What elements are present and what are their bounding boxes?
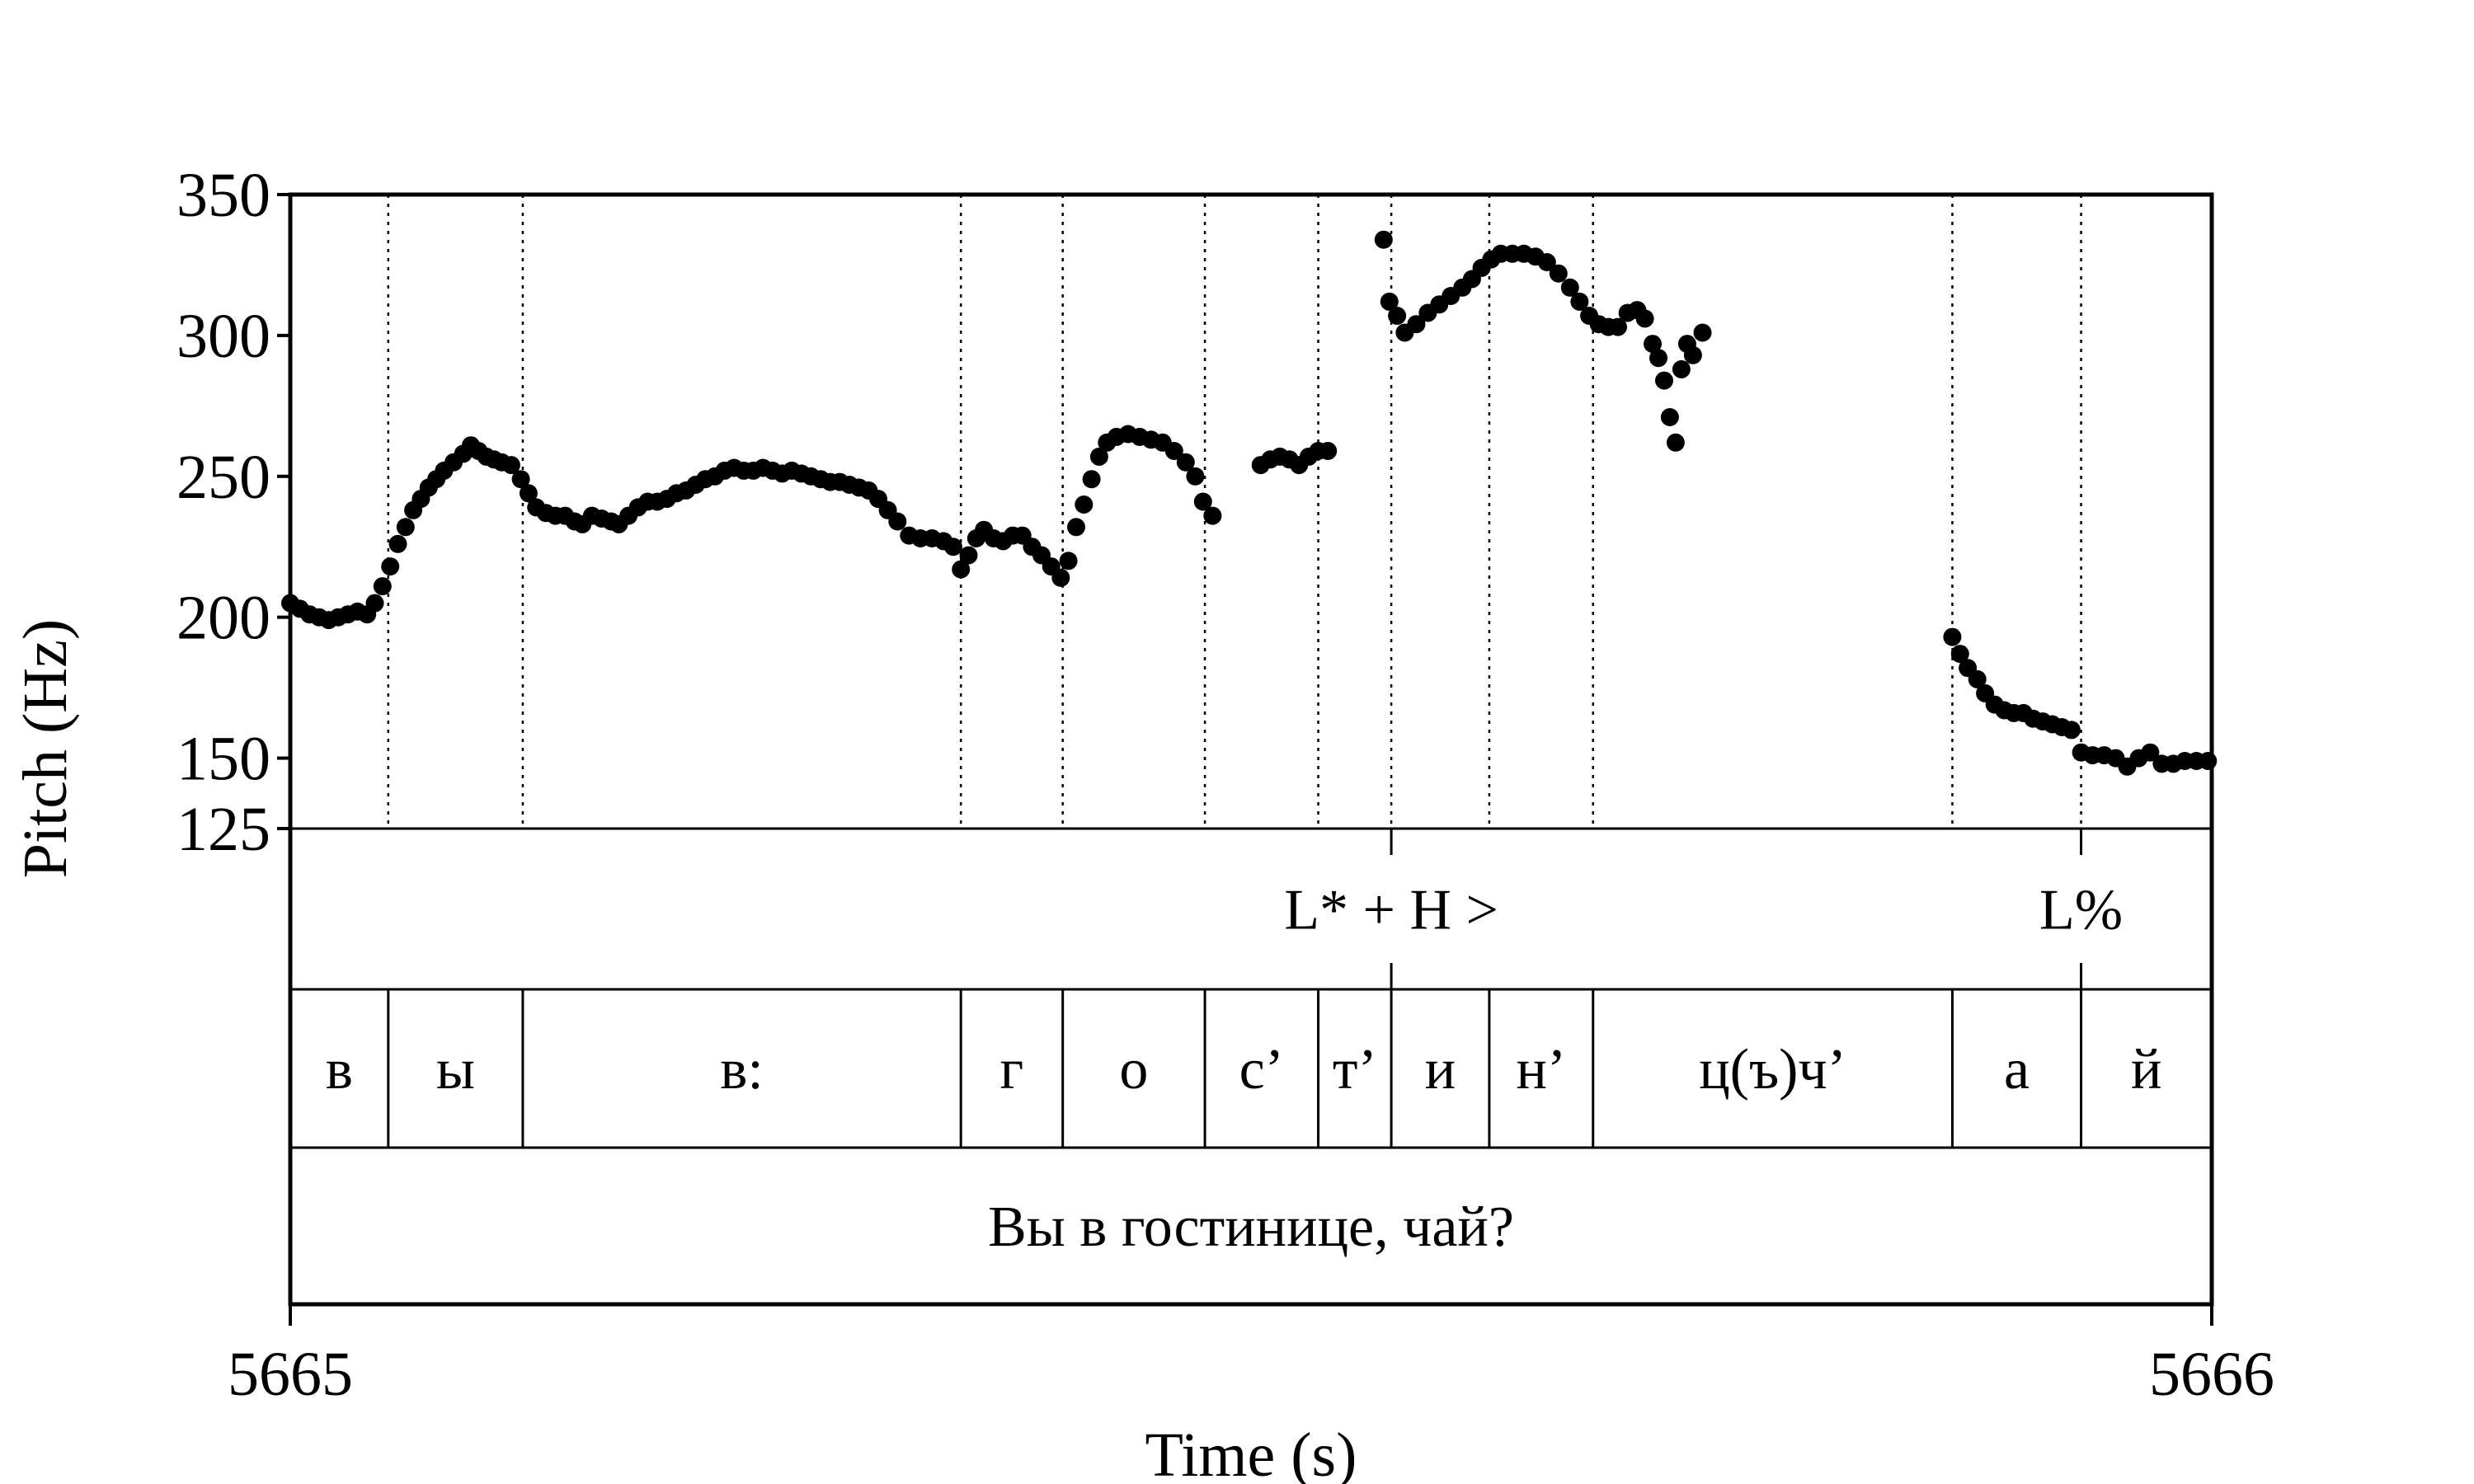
pitch-point [952, 560, 971, 579]
segment-label: и [1425, 1038, 1456, 1101]
segment-label: н’ [1516, 1038, 1566, 1101]
segment-label: о [1119, 1038, 1148, 1101]
pitch-point [519, 484, 538, 503]
pitch-point [1570, 292, 1589, 311]
pitch-point [1635, 309, 1654, 328]
segment-label: ы [436, 1038, 475, 1101]
tier-boundaries [387, 989, 2083, 1148]
pitch-point [1164, 442, 1183, 460]
x-axis-title: Time (s) [1145, 1421, 1357, 1484]
segment-label: г [1000, 1038, 1024, 1101]
pitch-point [2141, 743, 2160, 762]
pitch-point [1374, 230, 1393, 249]
segment-label: ц(ъ)ч’ [1699, 1038, 1846, 1101]
pitch-point [888, 512, 907, 531]
y-tick-label: 350 [176, 161, 270, 230]
y-tick-label: 150 [176, 725, 270, 794]
pitch-point [388, 534, 407, 553]
y-axis-title: Pitch (Hz) [11, 619, 80, 878]
tone-label: L* + H > [1284, 879, 1498, 942]
y-tick-label: 125 [176, 795, 270, 864]
tone-label: L% [2039, 879, 2123, 942]
pitch-point [1649, 349, 1667, 368]
pitch-point [1203, 506, 1222, 525]
pitch-point [365, 594, 384, 613]
pitch-point [1683, 345, 1702, 364]
x-tick-label-start: 5665 [228, 1340, 353, 1409]
segment-label: в [326, 1038, 353, 1101]
pitch-point [1388, 307, 1407, 325]
segment-label: а [2004, 1038, 2030, 1101]
pitch-point [1950, 645, 1969, 664]
pitch-point [1186, 467, 1205, 486]
segment-label: в: [720, 1038, 764, 1101]
pitch-point [1407, 315, 1426, 334]
segment-label: й [2131, 1038, 2161, 1101]
segment-tier: в ы в: г о с’ т’ и н’ ц(ъ)ч’ а й [326, 1038, 2162, 1101]
pitch-point [1549, 264, 1568, 283]
pitch-point [1089, 447, 1108, 466]
tone-tier: L* + H > L% [1284, 829, 2123, 989]
pitch-point [1660, 408, 1679, 426]
pitch-points [281, 230, 2218, 776]
pitch-point [2199, 752, 2218, 770]
pitch-point [1380, 292, 1399, 311]
pitch-point [1943, 627, 1962, 646]
pitch-point [1176, 453, 1195, 472]
pitch-point [396, 518, 415, 537]
pitch-point [1059, 552, 1078, 571]
pitch-point [381, 557, 400, 576]
pitch-point [1655, 371, 1673, 390]
pitch-point [1537, 253, 1556, 271]
sentence-tier: Вы в гостинице, чай? [988, 1195, 1514, 1259]
pitch-point [1051, 568, 1070, 587]
pitch-point [1666, 433, 1685, 452]
pitch-point [1067, 518, 1085, 537]
segment-label: т’ [1333, 1038, 1377, 1101]
pitch-point [1319, 442, 1338, 460]
dashed-boundary-lines [387, 195, 2082, 829]
pitch-point [1193, 492, 1212, 511]
pitch-point [1968, 669, 1987, 688]
y-tick-label: 250 [176, 443, 270, 512]
pitch-point [373, 577, 392, 596]
pitch-point [2062, 721, 2081, 740]
pitch-point [959, 546, 978, 565]
pitch-point [1609, 317, 1627, 336]
pitch-point [1693, 323, 1712, 342]
pitch-point [501, 456, 520, 475]
pitch-point [1560, 278, 1579, 297]
segment-label: с’ [1239, 1038, 1284, 1101]
pitch-point [1075, 495, 1094, 514]
plot-frame [288, 192, 2214, 1307]
pitch-point [943, 538, 962, 556]
x-tick-label-end: 5666 [2149, 1340, 2274, 1409]
pitch-point [1082, 470, 1101, 489]
sentence-label: Вы в гостинице, чай? [988, 1195, 1514, 1259]
pitch-point [1644, 335, 1662, 354]
pitch-point [511, 470, 530, 489]
y-tick-label: 300 [176, 302, 270, 371]
pitch-point [1672, 359, 1691, 378]
y-tick-label: 200 [176, 584, 270, 653]
